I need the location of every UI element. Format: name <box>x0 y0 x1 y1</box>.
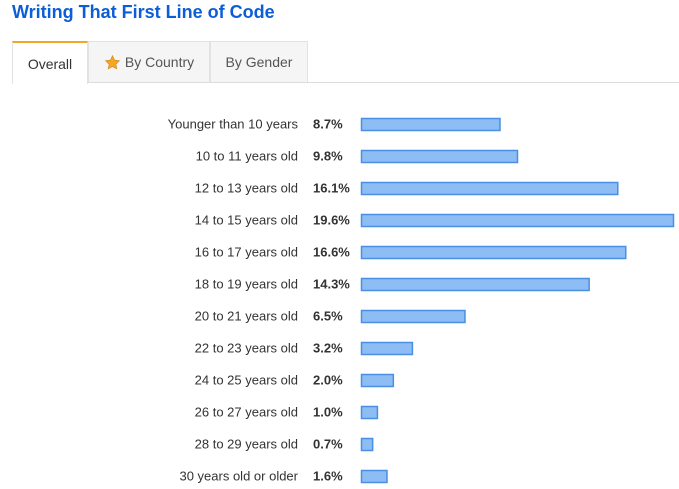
value-label: 0.7% <box>313 437 343 452</box>
bar <box>360 213 675 228</box>
value-label: 14.3% <box>313 277 350 292</box>
category-label: 16 to 17 years old <box>195 245 298 260</box>
value-label: 2.0% <box>313 373 343 388</box>
value-label: 16.1% <box>313 181 350 196</box>
bar <box>360 341 414 356</box>
category-label: 22 to 23 years old <box>195 341 298 356</box>
tab-by-country[interactable]: By Country <box>88 41 210 82</box>
bar <box>360 437 374 452</box>
category-label: 24 to 25 years old <box>195 373 298 388</box>
tab-overall-label: Overall <box>27 55 73 72</box>
value-label: 16.6% <box>313 245 350 260</box>
tab-by-country-label: By Country <box>124 54 195 70</box>
value-label: 19.6% <box>313 213 350 228</box>
category-label: 14 to 15 years old <box>195 213 298 228</box>
bar <box>360 373 395 388</box>
category-label: 12 to 13 years old <box>195 181 298 196</box>
tab-by-gender-label: By Gender <box>225 54 293 70</box>
value-label: 9.8% <box>313 149 343 164</box>
category-label: 26 to 27 years old <box>195 405 298 420</box>
value-label: 6.5% <box>313 309 343 324</box>
bar <box>360 309 466 324</box>
tab-by-gender[interactable]: By Gender <box>210 41 308 82</box>
bar <box>360 469 388 484</box>
tab-bar-divider <box>12 82 679 83</box>
bar <box>360 245 627 260</box>
tab-bar: Overall By Country By Gender <box>12 41 679 84</box>
star-icon <box>104 54 121 71</box>
category-label: 28 to 29 years old <box>195 437 298 452</box>
bar <box>360 149 519 164</box>
category-label: 20 to 21 years old <box>195 309 298 324</box>
value-label: 8.7% <box>313 117 343 132</box>
bar <box>360 405 379 420</box>
bar <box>360 117 501 132</box>
category-label: 18 to 19 years old <box>195 277 298 292</box>
value-label: 1.0% <box>313 405 343 420</box>
bar <box>360 277 590 292</box>
value-label: 1.6% <box>313 469 343 484</box>
category-label: Younger than 10 years <box>168 117 299 132</box>
value-label: 3.2% <box>313 341 343 356</box>
category-label: 10 to 11 years old <box>196 149 298 164</box>
page-title: Writing That First Line of Code <box>12 2 275 22</box>
tab-overall[interactable]: Overall <box>12 41 88 84</box>
bar <box>360 181 619 196</box>
category-label: 30 years old or older <box>179 469 298 484</box>
